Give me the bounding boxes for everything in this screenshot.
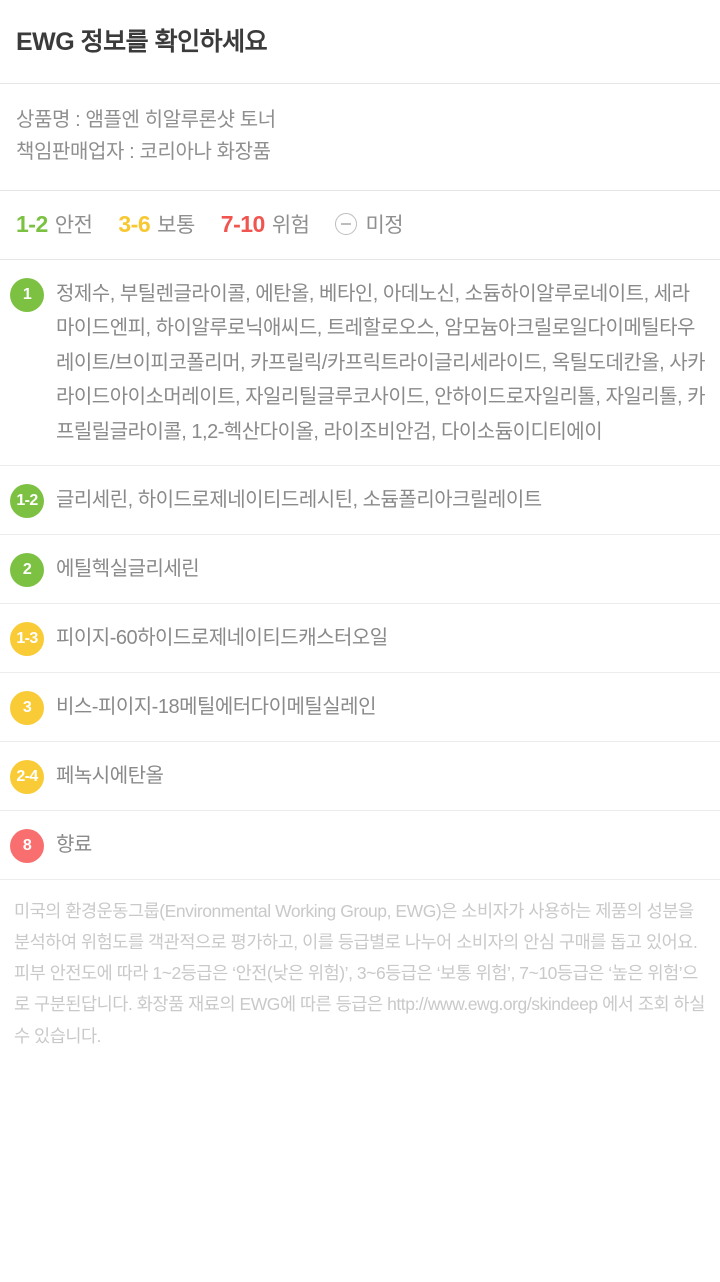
- ingredient-names: 피이지-60하이드로제네이티드캐스터오일: [56, 626, 388, 649]
- legend-item-unknown: 미정: [335, 209, 404, 239]
- product-name-line: 상품명 : 앰플엔 히알루론샷 토너: [16, 109, 276, 131]
- legend-item-normal: 3-6 보통: [118, 209, 195, 239]
- page-title: EWG 정보를 확인하세요: [16, 27, 268, 56]
- grade-legend: 1-2 안전 3-6 보통 7-10 위험 미정: [0, 191, 720, 259]
- legend-range-danger: 7-10: [220, 210, 266, 237]
- ingredient-row: 1 정제수, 부틸렌글라이콜, 에탄올, 베타인, 아데노신, 소듐하이알루로네…: [0, 260, 720, 465]
- ingredient-row: 2-4 페녹시에탄올: [0, 742, 720, 810]
- ingredient-row: 1-3 피이지-60하이드로제네이티드캐스터오일: [0, 604, 720, 672]
- grade-badge: 1: [10, 278, 44, 312]
- product-info-divider: [0, 190, 720, 191]
- legend-item-safe: 1-2 안전: [16, 209, 93, 239]
- grade-badge: 2-4: [10, 759, 44, 794]
- legend-label-normal: 보통: [157, 214, 195, 237]
- legend-item-danger: 7-10 위험: [221, 209, 310, 239]
- grade-badge: 3: [10, 690, 44, 725]
- ingredient-row-divider: [0, 464, 720, 466]
- ingredient-row-divider: [0, 809, 720, 811]
- ingredient-row: 8 향료: [0, 811, 720, 879]
- ingredient-names: 정제수, 부틸렌글라이콜, 에탄올, 베타인, 아데노신, 소듐하이알루로네이트…: [56, 283, 706, 443]
- legend-label-danger: 위험: [271, 214, 310, 237]
- ingredient-row-divider: [0, 878, 720, 880]
- header-divider: [0, 83, 720, 84]
- ingredient-names: 에틸헥실글리세린: [56, 557, 200, 580]
- grade-badge: 1-2: [10, 483, 44, 518]
- ingredient-list: 1 정제수, 부틸렌글라이콜, 에탄올, 베타인, 아데노신, 소듐하이알루로네…: [0, 260, 720, 880]
- ingredient-names: 향료: [56, 833, 92, 856]
- ingredient-row-divider: [0, 602, 720, 604]
- ingredient-names: 비스-피이지-18메틸에터다이메틸실레인: [56, 695, 376, 718]
- ingredient-row-divider: [0, 533, 720, 535]
- ingredient-row-divider: [0, 740, 720, 742]
- grade-badge: 1-3: [10, 621, 44, 656]
- ingredient-row: 1-2 글리세린, 하이드로제네이티드레시틴, 소듐폴리아크릴레이트: [0, 466, 720, 534]
- product-info-block: 상품명 : 앰플엔 히알루론샷 토너 책임판매업자 : 코리아나 화장품: [0, 84, 720, 190]
- ingredient-row: 3 비스-피이지-18메틸에터다이메틸실레인: [0, 673, 720, 741]
- product-seller-line: 책임판매업자 : 코리아나 화장품: [16, 141, 271, 163]
- ingredient-row: 2 에틸헥실글리세린: [0, 535, 720, 603]
- grade-badge: 8: [10, 828, 44, 863]
- legend-range-normal: 3-6: [118, 210, 151, 237]
- grade-badge: 2: [10, 552, 44, 587]
- page-header: EWG 정보를 확인하세요: [0, 0, 720, 83]
- ewg-description-note: 미국의 환경운동그룹(Environmental Working Group, …: [14, 900, 705, 1046]
- legend-label-safe: 안전: [54, 214, 93, 237]
- ingredient-names: 글리세린, 하이드로제네이티드레시틴, 소듐폴리아크릴레이트: [56, 488, 542, 511]
- minus-circle-icon: [335, 213, 358, 235]
- legend-divider: [0, 259, 720, 260]
- legend-range-safe: 1-2: [16, 210, 48, 237]
- legend-label-unknown: 미정: [365, 214, 404, 237]
- ingredient-names: 페녹시에탄올: [56, 764, 164, 787]
- ingredient-row-divider: [0, 671, 720, 673]
